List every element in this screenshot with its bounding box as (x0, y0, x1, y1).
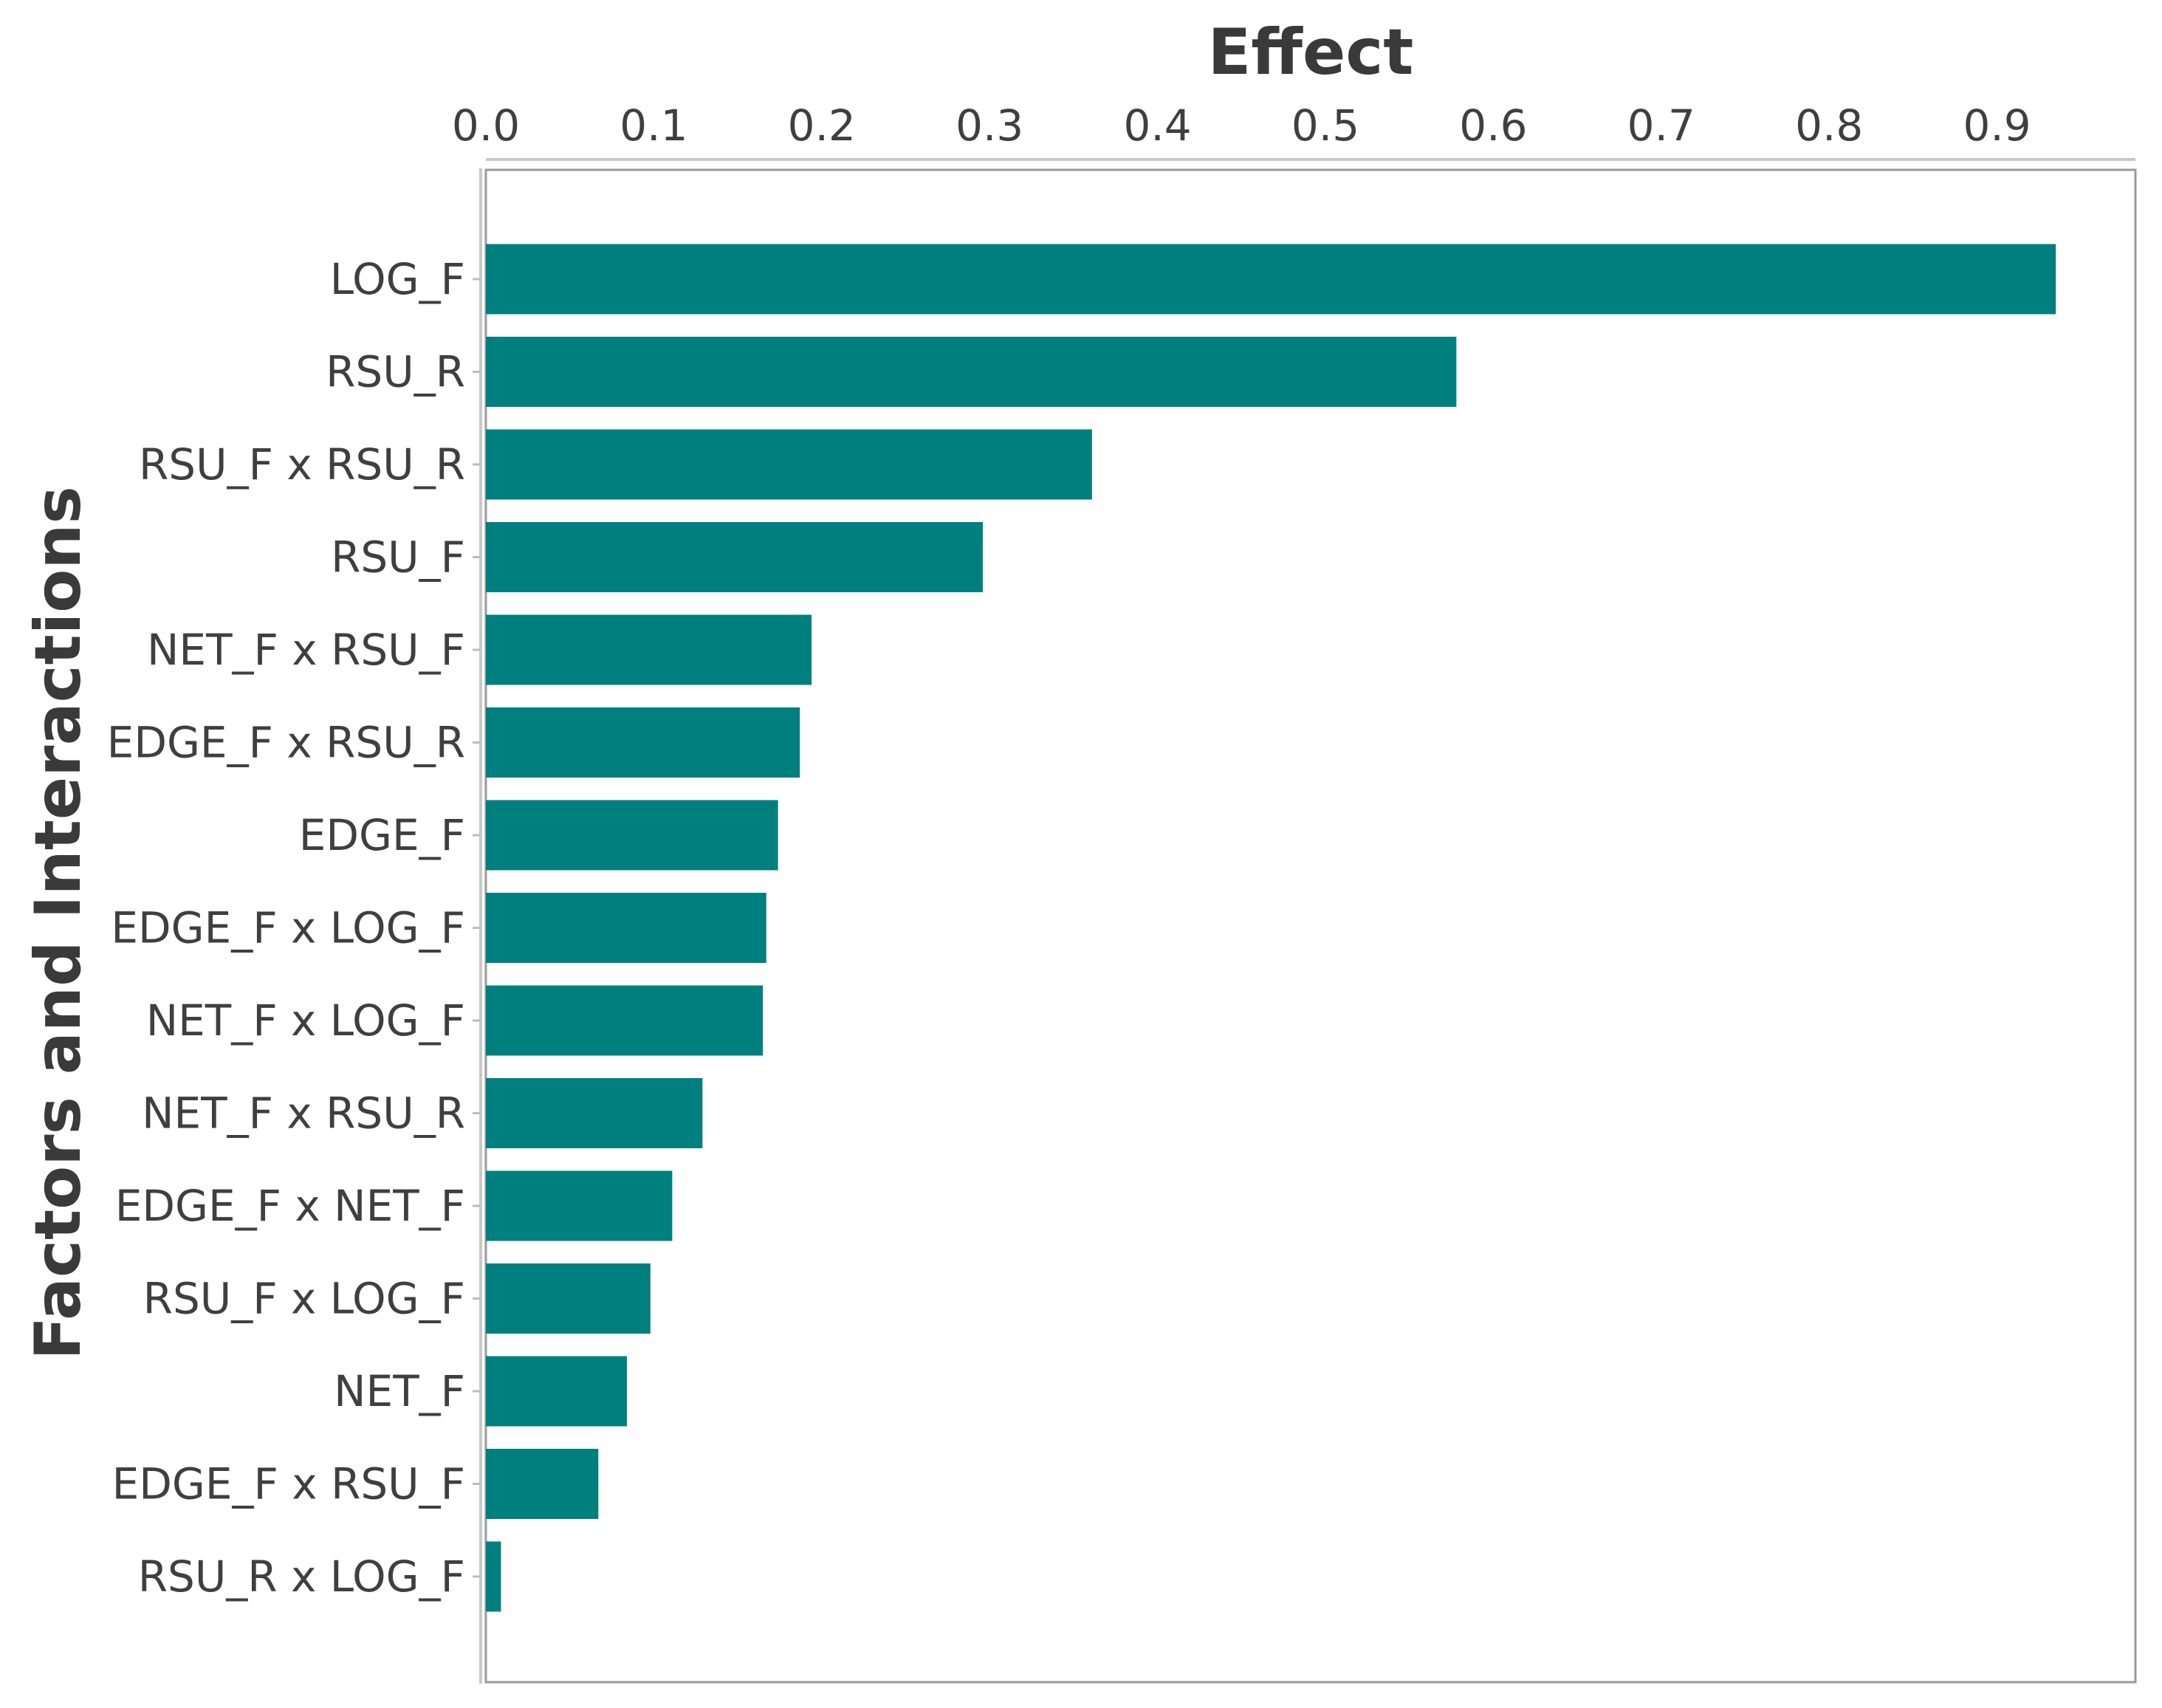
category-label: LOG_F (330, 254, 465, 304)
bar (486, 614, 812, 685)
bar (486, 1170, 673, 1241)
category-label: NET_F x LOG_F (146, 995, 465, 1046)
bar (486, 429, 1092, 500)
category-label: EDGE_F x LOG_F (111, 903, 465, 953)
bar (486, 1263, 651, 1334)
bar (486, 985, 763, 1056)
bar (486, 893, 766, 963)
x-ticks: 0.0 0.1 0.2 0.3 0.4 0.5 0.6 0.7 0.8 0.9 (452, 100, 2031, 151)
category-label: RSU_R (326, 347, 465, 397)
x-tick-label: 0.2 (788, 100, 856, 151)
x-tick-label: 0.3 (955, 100, 1023, 151)
bar (486, 244, 2056, 315)
bar (486, 707, 800, 778)
bar (486, 1356, 628, 1427)
category-labels: LOG_F RSU_R RSU_F x RSU_R RSU_F NET_F x RSU_… (107, 254, 480, 1602)
category-label: RSU_F (331, 532, 465, 583)
x-tick-label: 0.0 (452, 100, 520, 151)
x-tick-label: 0.5 (1291, 100, 1359, 151)
bar (486, 1541, 501, 1612)
category-label: EDGE_F x RSU_F (112, 1459, 465, 1509)
x-tick-label: 0.7 (1627, 100, 1695, 151)
category-label: RSU_F x LOG_F (143, 1274, 465, 1324)
bar (486, 800, 778, 871)
category-label: NET_F x RSU_R (142, 1088, 465, 1139)
category-label: RSU_R x LOG_F (138, 1551, 465, 1602)
x-tick-label: 0.1 (620, 100, 687, 151)
bar (486, 1449, 599, 1519)
bar (486, 1078, 703, 1148)
x-axis-title: Effect (1208, 16, 1414, 89)
x-tick-label: 0.6 (1459, 100, 1527, 151)
category-label: EDGE_F x NET_F (115, 1181, 465, 1231)
bar (486, 522, 984, 592)
x-tick-label: 0.4 (1123, 100, 1191, 151)
bar (486, 337, 1457, 407)
x-tick-label: 0.8 (1795, 100, 1863, 151)
bars (486, 244, 2056, 1612)
category-label: NET_F x RSU_F (147, 625, 465, 675)
y-axis-title: Factors and Interactions (21, 486, 95, 1359)
category-label: NET_F (334, 1366, 465, 1416)
category-label: EDGE_F (299, 810, 465, 860)
x-tick-label: 0.9 (1963, 100, 2031, 151)
category-label: RSU_F x RSU_R (139, 439, 465, 490)
category-label: EDGE_F x RSU_R (107, 718, 465, 768)
